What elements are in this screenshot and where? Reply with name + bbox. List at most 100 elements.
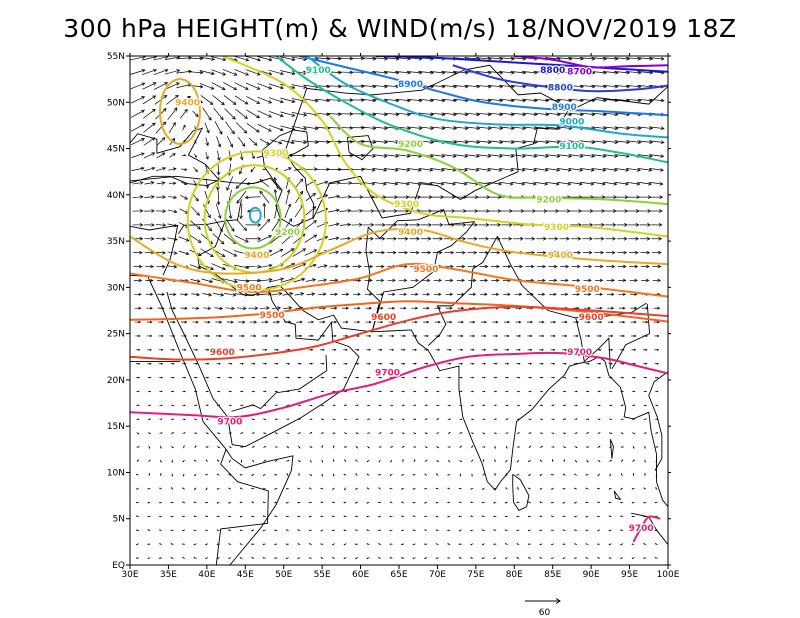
wind-arrow bbox=[582, 236, 593, 241]
wind-arrow bbox=[166, 94, 179, 105]
wind-arrow bbox=[409, 236, 420, 241]
coast-segment bbox=[130, 127, 220, 187]
wind-arrow bbox=[353, 292, 361, 296]
wind-arrow bbox=[400, 557, 405, 559]
wind-arrow bbox=[132, 209, 144, 213]
wind-arrow bbox=[638, 195, 652, 199]
wind-arrow bbox=[329, 264, 339, 269]
wind-arrow bbox=[227, 515, 232, 518]
wind-arrow bbox=[204, 348, 210, 351]
wind-arrow bbox=[527, 543, 531, 545]
wind-arrow bbox=[523, 181, 537, 186]
wind-arrow bbox=[385, 209, 398, 213]
wind-arrow bbox=[628, 250, 639, 255]
contour-label: 9500 bbox=[575, 285, 600, 295]
wind-arrow bbox=[446, 501, 451, 504]
wind-arrow bbox=[366, 501, 370, 504]
wind-arrow bbox=[458, 501, 462, 504]
wind-arrow bbox=[424, 446, 428, 448]
wind-arrow bbox=[354, 529, 359, 532]
wind-arrow bbox=[477, 209, 490, 213]
wind-arrow bbox=[155, 121, 167, 134]
wind-arrow bbox=[632, 445, 635, 449]
wind-arrow bbox=[194, 445, 197, 449]
wind-arrow bbox=[332, 418, 336, 421]
wind-arrow bbox=[574, 473, 578, 476]
wind-arrow bbox=[491, 278, 500, 283]
wind-arrow bbox=[490, 264, 500, 269]
wind-arrow bbox=[170, 543, 174, 546]
wind-arrow bbox=[159, 404, 163, 407]
wind-arrow bbox=[297, 362, 302, 365]
wind-arrow bbox=[604, 195, 618, 199]
wind-arrow bbox=[435, 348, 441, 351]
wind-arrow bbox=[503, 292, 511, 296]
wind-arrow bbox=[205, 376, 210, 379]
wind-arrow bbox=[516, 501, 520, 504]
wind-arrow bbox=[597, 418, 601, 421]
wind-arrow bbox=[238, 334, 245, 338]
wind-arrow bbox=[378, 404, 382, 407]
wind-arrow bbox=[459, 418, 463, 421]
wind-arrow bbox=[331, 529, 335, 532]
wind-arrow bbox=[262, 168, 266, 171]
wind-arrow bbox=[147, 418, 152, 420]
wind-arrow bbox=[444, 264, 454, 269]
wind-arrow bbox=[144, 181, 155, 185]
wind-arrow bbox=[202, 292, 213, 297]
wind-arrow bbox=[585, 501, 589, 504]
lat-tick-label: EQ bbox=[112, 561, 125, 571]
wind-arrow bbox=[620, 418, 624, 421]
lat-tick-label: 10N bbox=[107, 468, 125, 478]
wind-arrow bbox=[390, 390, 394, 393]
wind-arrow bbox=[320, 348, 325, 351]
wind-arrow bbox=[136, 418, 140, 421]
wind-arrow bbox=[193, 557, 197, 559]
wind-arrow bbox=[470, 376, 475, 379]
wind-arrow bbox=[239, 557, 243, 559]
wind-arrow bbox=[480, 292, 488, 296]
wind-arrow bbox=[191, 292, 201, 297]
wind-arrow bbox=[238, 320, 246, 324]
wind-arrow bbox=[216, 487, 220, 490]
wind-arrow bbox=[274, 362, 279, 365]
wind-arrow bbox=[225, 121, 235, 135]
wind-arrow bbox=[234, 250, 250, 256]
wind-arrow bbox=[390, 446, 394, 448]
wind-arrow bbox=[420, 223, 432, 227]
wind-arrow bbox=[270, 291, 283, 296]
wind-arrow bbox=[375, 250, 386, 255]
wind-arrow bbox=[285, 487, 289, 490]
wind-arrow bbox=[411, 320, 418, 324]
wind-arrow bbox=[366, 418, 371, 420]
wind-arrow bbox=[395, 154, 411, 158]
wind-arrow bbox=[304, 234, 318, 243]
wind-arrow bbox=[328, 236, 340, 241]
wind-arrow bbox=[251, 459, 255, 463]
wind-arrow bbox=[501, 236, 513, 241]
wind-arrow bbox=[609, 459, 613, 462]
wind-arrow bbox=[447, 459, 451, 463]
lat-tick-label: 40N bbox=[107, 191, 125, 201]
wind-arrow bbox=[537, 264, 547, 269]
wind-arrow bbox=[593, 236, 605, 241]
coast-segment bbox=[130, 175, 281, 191]
wind-arrow bbox=[538, 334, 545, 338]
wind-arrow bbox=[527, 515, 531, 518]
wind-arrow bbox=[321, 473, 323, 477]
wind-arrow bbox=[608, 487, 612, 490]
wind-arrow bbox=[581, 209, 594, 213]
wind-arrow bbox=[597, 473, 600, 477]
wind-arrow bbox=[459, 432, 463, 434]
wind-arrow bbox=[650, 181, 664, 186]
wind-arrow bbox=[400, 529, 405, 532]
wind-arrow bbox=[342, 334, 349, 338]
wind-arrow bbox=[412, 557, 416, 559]
wind-arrow bbox=[617, 236, 628, 241]
wind-arrow bbox=[446, 348, 452, 351]
wind-arrow bbox=[494, 472, 496, 477]
wind-arrow bbox=[469, 320, 476, 324]
wind-arrow bbox=[401, 501, 405, 504]
wind-arrow bbox=[297, 487, 301, 490]
wind-arrow bbox=[436, 473, 439, 476]
